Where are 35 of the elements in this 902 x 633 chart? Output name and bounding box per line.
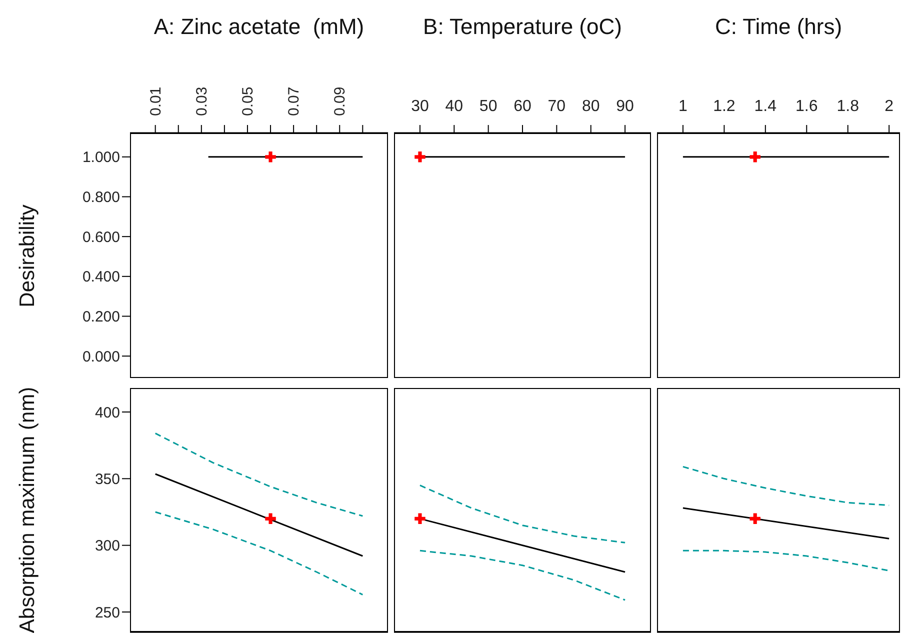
x-tick-label: 40	[445, 98, 464, 115]
y-tick-label: 250	[94, 604, 120, 622]
x-tick-label: 60	[514, 98, 532, 115]
x-tick-label: 80	[582, 98, 600, 115]
y-tick-label: 350	[94, 470, 120, 488]
y-tick-label: 400	[94, 404, 120, 422]
y-tick-label: 0.400	[82, 268, 120, 286]
x-tick-label: 1	[678, 98, 688, 115]
chart-title: A: Zinc acetate (mM)	[152, 14, 366, 40]
x-tick-label: 0.09	[332, 86, 349, 116]
x-tick-label: 1.8	[836, 98, 860, 115]
y-tick-label: 300	[94, 538, 120, 555]
chart-title: C: Time (hrs)	[714, 14, 844, 40]
x-tick-label: 1.2	[713, 98, 736, 115]
x-tick-label: 30	[411, 98, 429, 115]
x-tick-label: 0.07	[286, 86, 303, 116]
chart-title: B: Temperature (oC)	[422, 14, 623, 40]
x-tick-label: 50	[479, 98, 498, 115]
y-tick-label: 0.800	[82, 189, 120, 206]
y-axis-title: Desirability	[16, 204, 40, 307]
x-tick-label: 0.03	[193, 86, 210, 116]
x-tick-label: 1.4	[754, 98, 777, 115]
x-tick-label: 1.6	[796, 98, 818, 115]
y-tick-label: 0.000	[82, 348, 120, 366]
x-tick-label: 70	[548, 98, 566, 115]
line-series	[154, 511, 364, 596]
x-tick-label: 90	[616, 98, 634, 115]
line-series	[154, 432, 364, 517]
y-tick-label: 1.000	[82, 149, 120, 166]
y-tick-label: 0.200	[82, 308, 120, 326]
x-tick-label: 2	[884, 98, 894, 115]
x-tick-label: 0.01	[147, 86, 164, 116]
x-tick-label: 0.05	[239, 86, 256, 116]
y-axis-title: Absorption maximum (nm)	[16, 386, 40, 633]
y-tick-label: 0.600	[82, 228, 120, 246]
